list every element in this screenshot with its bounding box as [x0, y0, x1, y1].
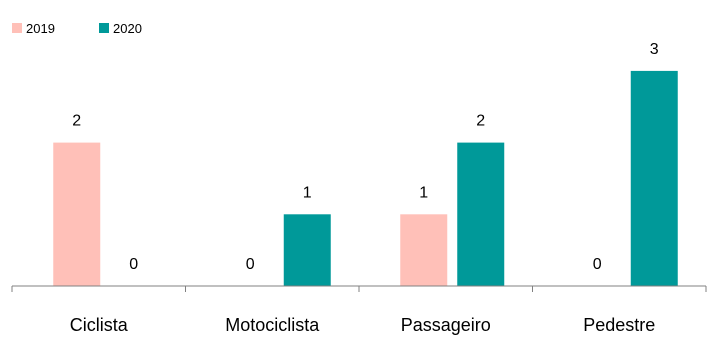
- data-label-2020-pedestre: 3: [650, 41, 659, 58]
- bar-2020-pedestre: [630, 70, 678, 287]
- category-label-pedestre: Pedestre: [583, 315, 655, 335]
- bar-2020-motociclista: [283, 214, 331, 286]
- legend-swatch-2019: [12, 23, 22, 33]
- legend: 2019 2020: [12, 21, 142, 36]
- legend-swatch-2020: [99, 23, 109, 33]
- bar-2020-passageiro: [457, 142, 505, 286]
- legend-label-2019: 2019: [26, 21, 55, 36]
- data-label-2019-passageiro: 1: [419, 184, 428, 201]
- data-label-2020-ciclista: 0: [129, 256, 138, 273]
- data-label-2020-motociclista: 1: [303, 184, 312, 201]
- data-label-2020-passageiro: 2: [476, 113, 485, 130]
- bar-2019-ciclista: [53, 142, 101, 286]
- data-label-2019-ciclista: 2: [72, 113, 81, 130]
- category-label-motociclista: Motociclista: [225, 315, 320, 335]
- data-labels: 2 0 0 1 1 2 0 3: [72, 41, 659, 273]
- category-label-passageiro: Passageiro: [401, 315, 491, 335]
- data-label-2019-pedestre: 0: [593, 256, 602, 273]
- legend-label-2020: 2020: [113, 21, 142, 36]
- bars: [53, 70, 678, 287]
- x-axis: Ciclista Motociclista Passageiro Pedestre: [11, 285, 707, 335]
- data-label-2019-motociclista: 0: [246, 256, 255, 273]
- category-label-ciclista: Ciclista: [70, 315, 129, 335]
- bar-2019-passageiro: [400, 214, 448, 286]
